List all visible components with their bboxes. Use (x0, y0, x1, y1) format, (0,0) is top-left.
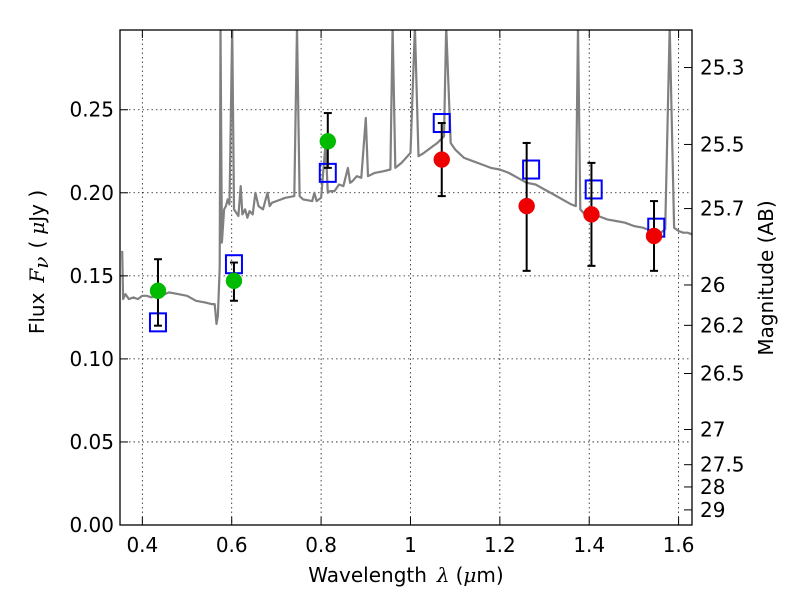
right-tick-label: 28 (700, 475, 725, 499)
photometry-point (645, 227, 663, 245)
y-tick-label: 0.00 (69, 513, 114, 537)
right-tick-label: 27.5 (700, 453, 745, 477)
model-square-marker (522, 159, 541, 180)
y-tick-label: 0.05 (69, 430, 114, 454)
y-axis-label: FluxFν(μJy ) (25, 190, 53, 334)
x-tick-label: 0.6 (216, 533, 248, 557)
ticks (120, 30, 692, 526)
photometry-point (518, 197, 535, 215)
x-tick-label: 1.2 (484, 533, 516, 557)
spectrum-line (121, 30, 692, 326)
plot-frame (119, 29, 693, 526)
right-tick-label: 25.5 (700, 132, 745, 156)
right-tick-label: 26.2 (700, 313, 745, 337)
photometry-point (583, 206, 600, 223)
photometry-point (319, 133, 337, 150)
x-axis-label: Wavelength λ (μm) (308, 563, 503, 587)
right-tick-label: 27 (700, 417, 725, 441)
photometry-point (433, 151, 450, 168)
tick-labels: 0.4 0.6 0.8 1 1.2 1.4 1.6 0.00 0.05 0.10 0.15 0.20 0… (69, 56, 744, 557)
model-square-marker (584, 179, 603, 200)
x-tick-label: 1.4 (573, 533, 605, 557)
photometry-point (149, 282, 167, 300)
y-tick-label: 0.25 (69, 98, 114, 122)
y-tick-label: 0.15 (69, 264, 114, 288)
x-tick-label: 0.4 (126, 533, 158, 557)
x-tick-label: 1.6 (663, 533, 695, 557)
right-axis-label: Magnitude (AB) (754, 200, 778, 355)
right-tick-label: 26.5 (700, 362, 745, 386)
right-tick-label: 26 (700, 273, 725, 297)
photometry-point (225, 272, 243, 290)
grid (120, 30, 692, 526)
series-layer (121, 30, 692, 333)
y-tick-label: 0.10 (69, 347, 114, 371)
right-tick-label: 25.3 (700, 56, 745, 80)
x-tick-label: 1 (404, 533, 417, 557)
right-tick-label: 25.7 (700, 197, 745, 221)
right-tick-label: 29 (700, 498, 725, 522)
x-tick-label: 0.8 (305, 533, 337, 557)
y-tick-label: 0.20 (69, 181, 114, 205)
